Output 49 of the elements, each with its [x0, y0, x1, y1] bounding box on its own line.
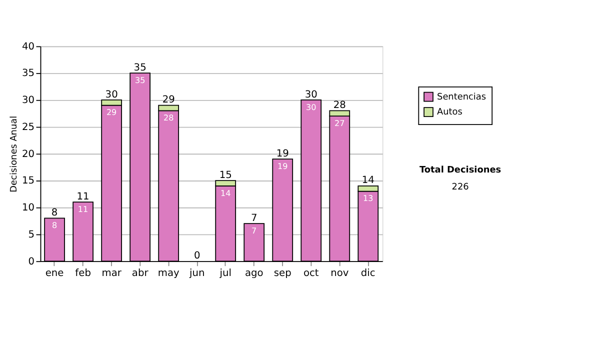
data-label: 13 [363, 194, 374, 204]
data-label: 29 [106, 108, 117, 118]
data-label: 27 [334, 118, 345, 128]
y-tick-label: 30 [22, 95, 34, 106]
y-tick-label: 5 [28, 229, 34, 240]
data-label: 8 [52, 221, 58, 230]
y-tick-label: 35 [22, 68, 34, 80]
data-label: 28 [163, 114, 174, 123]
y-tick-label: 15 [22, 176, 34, 187]
total-label: 11 [76, 191, 90, 202]
data-label: 7 [252, 226, 257, 236]
x-tick-label: jun [188, 268, 205, 279]
y-axis-title: Decisiones Anual [10, 116, 20, 192]
y-tick-label: 40 [22, 41, 34, 52]
data-label: 14 [220, 188, 231, 198]
data-label: 35 [134, 76, 146, 85]
legend-label: Sentencias [437, 92, 486, 103]
total-label: 29 [162, 94, 175, 106]
x-tick-label: dic [360, 268, 376, 279]
x-tick-label: ago [244, 268, 264, 279]
data-label: 19 [277, 162, 288, 171]
data-label: 11 [78, 204, 88, 214]
y-tick-label: 10 [22, 202, 34, 214]
legend-label: Autos [437, 108, 463, 118]
text: Total Decisiones [419, 165, 502, 176]
total-label: 19 [276, 148, 289, 160]
total-label: 14 [362, 175, 374, 186]
x-tick-label: mar [102, 268, 122, 279]
y-tick-label: 25 [22, 122, 34, 133]
x-tick-label: jul [218, 268, 232, 279]
x-tick-label: ene [45, 268, 64, 279]
total-label: 30 [105, 89, 118, 100]
x-tick-label: nov [330, 268, 349, 279]
x-tick-label: abr [132, 268, 150, 279]
total-label: 0 [194, 250, 200, 262]
y-tick-label: 0 [28, 256, 34, 268]
x-tick-label: may [158, 268, 180, 279]
y-tick-label: 20 [22, 148, 34, 160]
total-label: 8 [51, 207, 58, 218]
total-label: 15 [219, 170, 232, 181]
x-tick-label: feb [75, 268, 91, 279]
x-tick-label: oct [303, 268, 319, 279]
total-label: 35 [134, 62, 146, 74]
total-label: 7 [250, 212, 258, 224]
data-label: 30 [306, 102, 316, 112]
text: 226 [452, 182, 470, 193]
x-tick-label: sep [274, 268, 292, 279]
total-label: 28 [333, 100, 346, 112]
total-label: 30 [304, 89, 318, 100]
